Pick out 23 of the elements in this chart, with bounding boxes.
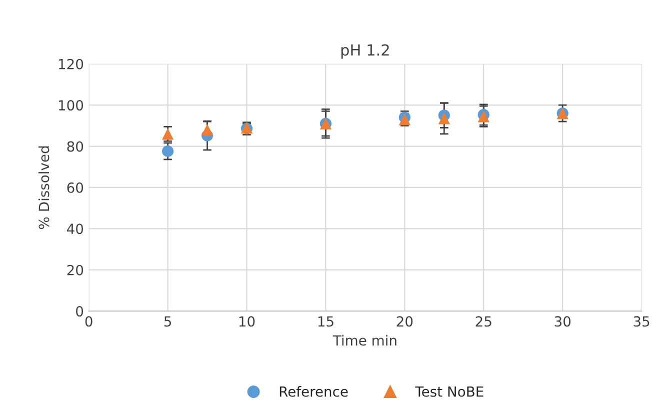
y-tick-label: 60: [67, 182, 84, 193]
y-tick-label: 100: [58, 100, 84, 111]
x-tick-label: 10: [239, 316, 255, 327]
chart-title: pH 1.2: [341, 44, 389, 59]
x-tick-label: 5: [164, 316, 171, 327]
x-tick-label: 0: [85, 316, 92, 327]
legend-label: Test NoBE: [415, 386, 484, 397]
point: [201, 124, 214, 136]
y-tick-label: 0: [76, 306, 84, 317]
y-tick-label: 80: [67, 141, 84, 152]
x-tick-label: 30: [554, 316, 571, 327]
x-tick-label: 35: [634, 316, 650, 327]
y-axis-title: % Dissolved: [38, 146, 50, 229]
x-tick-label: 25: [476, 316, 492, 327]
x-axis-title: Time min: [332, 334, 396, 346]
y-tick-label: 40: [66, 224, 84, 234]
x-tick-label: 20: [396, 316, 413, 327]
point: [438, 112, 450, 124]
y-tick-label: 120: [58, 58, 84, 70]
x-tick-label: 15: [318, 316, 334, 327]
y-tick-label: 20: [67, 264, 84, 276]
point: [162, 145, 174, 158]
legend-label: Reference: [280, 386, 348, 397]
